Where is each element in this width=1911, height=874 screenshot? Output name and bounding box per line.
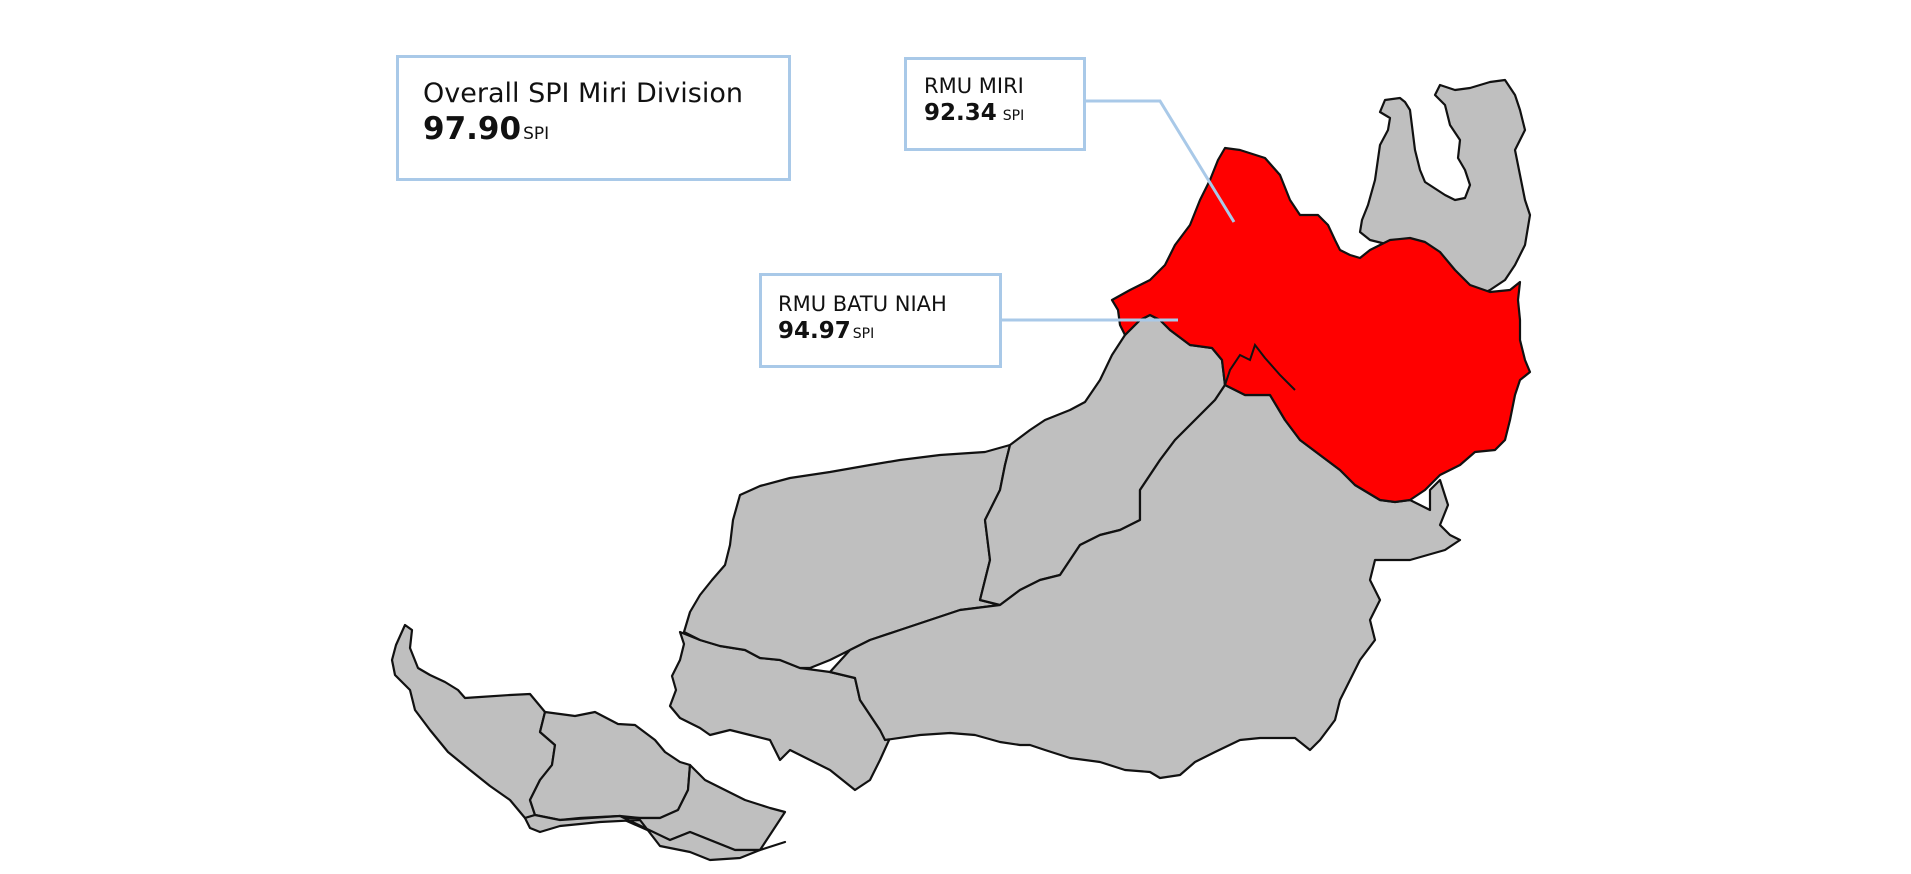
overall-spi-value-row: 97.90 SPI: [423, 111, 788, 147]
rmu-batu-niah-value-row: 94.97 SPI: [778, 318, 999, 344]
region-southwest: [523, 813, 787, 862]
rmu-miri-callout: RMU MIRI 92.34 SPI: [904, 57, 1086, 151]
overall-spi-unit: SPI: [523, 124, 550, 144]
region-kuching-west: [390, 623, 557, 820]
rmu-batu-niah-unit: SPI: [852, 326, 875, 342]
rmu-batu-niah-title: RMU BATU NIAH: [778, 292, 947, 316]
rmu-miri-unit: SPI: [1002, 108, 1025, 124]
rmu-miri-value: 92.34: [924, 100, 997, 126]
overall-spi-title: Overall SPI Miri Division: [423, 78, 743, 109]
region-kapit: [828, 383, 1462, 780]
callout-line-miri: [1086, 99, 1236, 223]
region-kuching-central: [528, 710, 692, 822]
rmu-miri-title: RMU MIRI: [924, 74, 1024, 98]
overall-spi-value: 97.90: [423, 111, 522, 147]
rmu-batu-niah-callout: RMU BATU NIAH 94.97 SPI: [759, 273, 1002, 368]
rmu-batu-niah-value: 94.97: [778, 318, 851, 344]
overall-spi-card: Overall SPI Miri Division 97.90 SPI: [396, 55, 791, 181]
rmu-miri-value-row: 92.34 SPI: [924, 100, 1083, 126]
region-boundary: [1224, 342, 1296, 391]
